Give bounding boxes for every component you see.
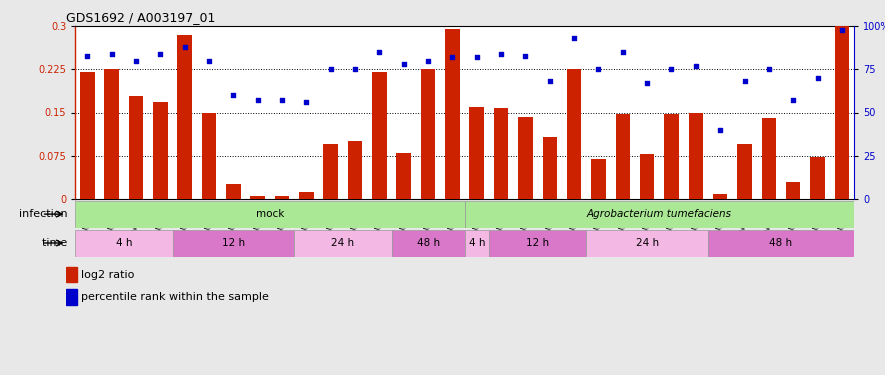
- Bar: [372, 72, 387, 199]
- Bar: [348, 141, 363, 199]
- Text: 12 h: 12 h: [526, 238, 550, 248]
- Bar: [811, 158, 825, 199]
- Point: [445, 54, 459, 60]
- Text: time: time: [42, 238, 71, 248]
- Bar: [299, 192, 313, 199]
- Text: 48 h: 48 h: [769, 238, 793, 248]
- Bar: [202, 112, 217, 199]
- Bar: [391, 230, 465, 256]
- Bar: [465, 201, 854, 228]
- Point: [129, 58, 143, 64]
- Bar: [708, 230, 854, 256]
- Point: [373, 49, 387, 55]
- Point: [689, 63, 703, 69]
- Point: [396, 61, 411, 67]
- Point: [762, 66, 776, 72]
- Bar: [713, 194, 727, 199]
- Text: log2 ratio: log2 ratio: [81, 270, 134, 280]
- Bar: [615, 114, 630, 199]
- Bar: [445, 29, 460, 199]
- Point: [202, 58, 216, 64]
- Bar: [737, 144, 752, 199]
- Point: [324, 66, 338, 72]
- Bar: [543, 136, 558, 199]
- Bar: [177, 35, 192, 199]
- Text: 24 h: 24 h: [635, 238, 658, 248]
- Text: percentile rank within the sample: percentile rank within the sample: [81, 292, 268, 302]
- Point: [737, 78, 751, 84]
- Point: [470, 54, 484, 60]
- Text: 48 h: 48 h: [417, 238, 440, 248]
- Bar: [591, 159, 606, 199]
- Point: [835, 27, 849, 33]
- Point: [227, 92, 241, 98]
- Text: infection: infection: [19, 209, 71, 219]
- Point: [567, 35, 581, 41]
- Bar: [396, 153, 411, 199]
- Point: [786, 98, 800, 104]
- Bar: [519, 117, 533, 199]
- Point: [178, 44, 192, 50]
- Bar: [153, 102, 168, 199]
- Point: [713, 127, 727, 133]
- Point: [494, 51, 508, 57]
- Bar: [294, 230, 391, 256]
- Text: 24 h: 24 h: [331, 238, 355, 248]
- Bar: [494, 108, 508, 199]
- Point: [591, 66, 605, 72]
- Bar: [75, 201, 465, 228]
- Point: [81, 53, 95, 58]
- Point: [543, 78, 557, 84]
- Point: [811, 75, 825, 81]
- Point: [616, 49, 630, 55]
- Bar: [173, 230, 294, 256]
- Text: 4 h: 4 h: [468, 238, 485, 248]
- Bar: [75, 230, 173, 256]
- Bar: [104, 69, 119, 199]
- Point: [519, 53, 533, 58]
- Bar: [66, 289, 78, 305]
- Bar: [465, 230, 489, 256]
- Bar: [689, 113, 704, 199]
- Text: GDS1692 / A003197_01: GDS1692 / A003197_01: [66, 11, 216, 24]
- Bar: [469, 107, 484, 199]
- Point: [153, 51, 167, 57]
- Text: 4 h: 4 h: [116, 238, 132, 248]
- Point: [275, 98, 289, 104]
- Bar: [421, 69, 435, 199]
- Point: [250, 98, 265, 104]
- Bar: [250, 196, 266, 199]
- Bar: [81, 72, 95, 199]
- Bar: [835, 26, 850, 199]
- Point: [421, 58, 435, 64]
- Bar: [586, 230, 708, 256]
- Point: [665, 66, 679, 72]
- Point: [348, 66, 362, 72]
- Bar: [227, 184, 241, 199]
- Bar: [275, 196, 289, 199]
- Bar: [786, 182, 800, 199]
- Bar: [566, 69, 581, 199]
- Point: [640, 80, 654, 86]
- Bar: [324, 144, 338, 199]
- Bar: [664, 114, 679, 199]
- Bar: [761, 118, 776, 199]
- Text: 12 h: 12 h: [222, 238, 245, 248]
- Bar: [66, 267, 78, 282]
- Point: [299, 99, 313, 105]
- Point: [104, 51, 119, 57]
- Bar: [640, 154, 655, 199]
- Bar: [489, 230, 586, 256]
- Bar: [129, 96, 143, 199]
- Text: mock: mock: [256, 209, 284, 219]
- Text: Agrobacterium tumefaciens: Agrobacterium tumefaciens: [587, 209, 732, 219]
